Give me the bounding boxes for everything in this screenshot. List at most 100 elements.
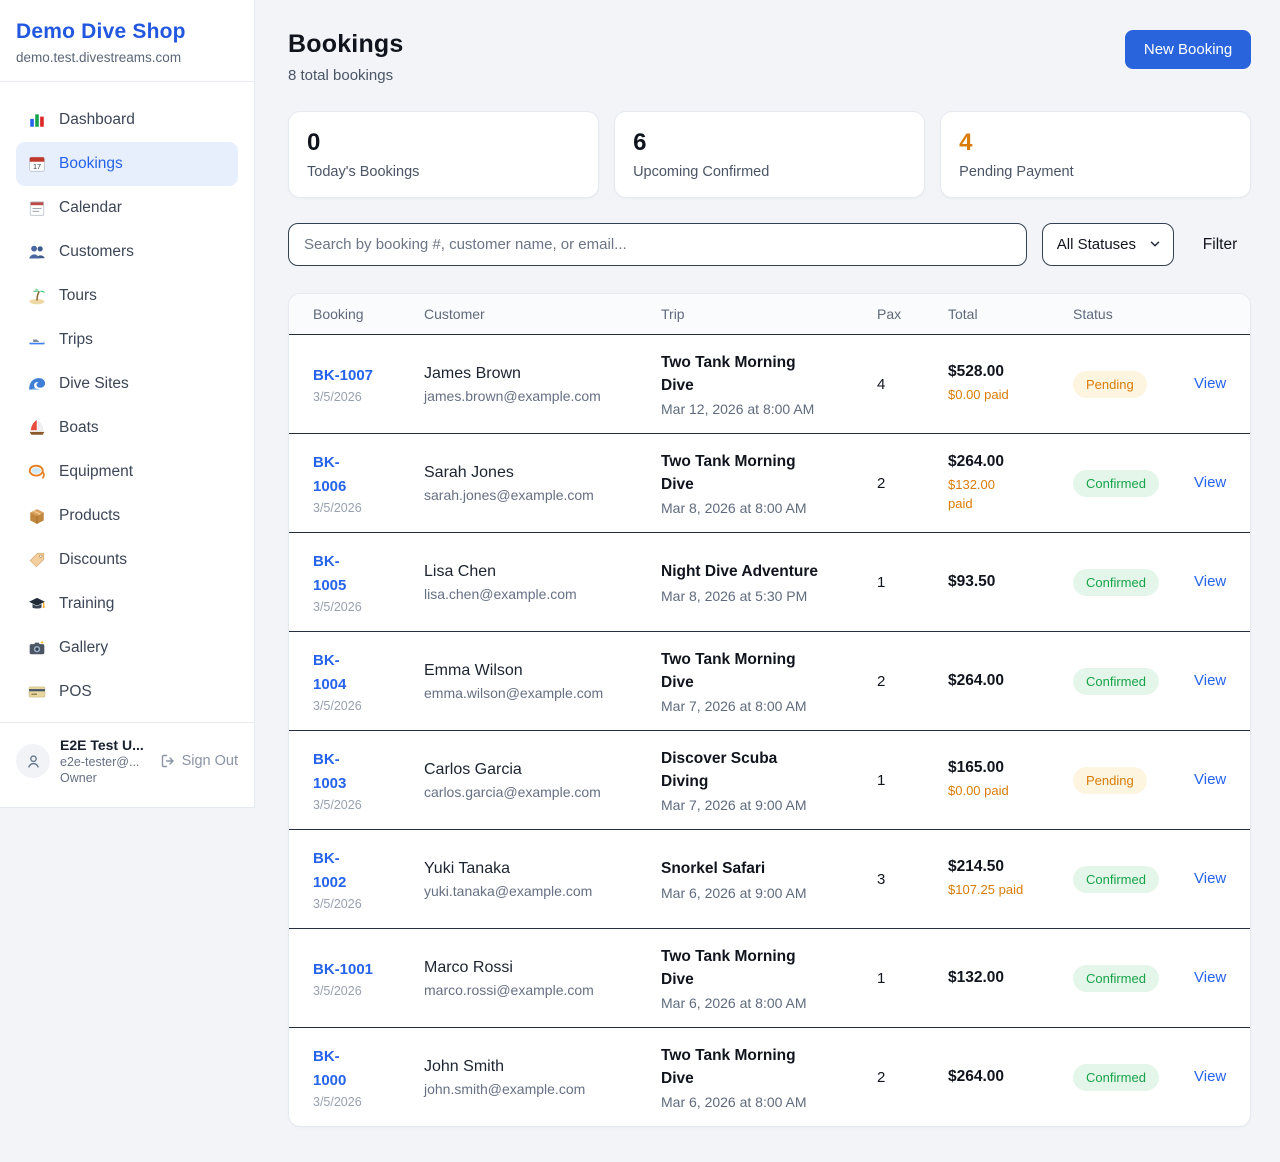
actions-cell: View: [1194, 375, 1226, 393]
customer-cell: Sarah Jones sarah.jones@example.com: [424, 464, 661, 503]
stat-value: 4: [959, 129, 973, 156]
trip-datetime: Mar 12, 2026 at 8:00 AM: [661, 401, 815, 418]
booking-id-link[interactable]: BK-1001: [313, 960, 374, 978]
status-badge: Confirmed: [1073, 865, 1159, 893]
pax-value: 2: [877, 474, 886, 492]
customer-cell: Lisa Chen lisa.chen@example.com: [424, 563, 661, 602]
gallery-icon: [28, 639, 46, 657]
booking-id-link[interactable]: BK- 1003: [313, 751, 347, 792]
view-link[interactable]: View: [1194, 870, 1227, 887]
booking-date: 3/5/2026: [313, 1094, 362, 1109]
sidebar-item-trips[interactable]: Trips: [16, 318, 238, 362]
actions-cell: View: [1194, 573, 1226, 591]
view-link[interactable]: View: [1194, 1068, 1227, 1085]
view-link[interactable]: View: [1194, 771, 1227, 788]
sidebar-item-pos[interactable]: POS: [16, 670, 238, 714]
sidebar-item-bookings[interactable]: Bookings: [16, 142, 238, 186]
customer-email: emma.wilson@example.com: [424, 684, 604, 701]
booking-cell: BK- 1006 3/5/2026: [313, 451, 424, 515]
trips-icon: [28, 331, 46, 349]
view-link[interactable]: View: [1194, 375, 1227, 392]
trip-datetime: Mar 7, 2026 at 9:00 AM: [661, 797, 807, 814]
avatar: [16, 744, 50, 778]
total-cell: $264.00: [948, 672, 1073, 690]
sidebar-item-training[interactable]: Training: [16, 582, 238, 626]
customer-email: james.brown@example.com: [424, 387, 601, 404]
booking-id-link[interactable]: BK- 1002: [313, 850, 347, 891]
logout-icon: [160, 753, 176, 769]
sidebar-item-dashboard[interactable]: Dashboard: [16, 98, 238, 142]
sidebar-item-boats[interactable]: Boats: [16, 406, 238, 450]
sign-out-button[interactable]: Sign Out: [160, 753, 238, 769]
tours-icon: [28, 287, 46, 305]
booking-date: 3/5/2026: [313, 599, 362, 614]
sidebar-item-equipment[interactable]: Equipment: [16, 450, 238, 494]
customer-email: lisa.chen@example.com: [424, 585, 577, 602]
customers-icon: [28, 243, 46, 261]
table-row: BK- 1006 3/5/2026 Sarah Jones sarah.jone…: [289, 433, 1251, 532]
total-amount: $165.00: [948, 759, 1005, 777]
status-cell: Confirmed: [1073, 1063, 1194, 1091]
status-badge: Confirmed: [1073, 667, 1159, 695]
sidebar-item-label: Trips: [59, 331, 93, 348]
column-header-total: Total: [948, 306, 978, 322]
trip-name: Discover Scuba Diving: [661, 749, 778, 790]
search-input[interactable]: [288, 223, 1027, 266]
status-cell: Confirmed: [1073, 964, 1194, 992]
trip-cell: Snorkel Safari Mar 6, 2026 at 9:00 AM: [661, 857, 877, 900]
view-link[interactable]: View: [1194, 672, 1227, 689]
booking-id-link[interactable]: BK- 1006: [313, 454, 347, 495]
trip-name: Night Dive Adventure: [661, 563, 819, 581]
sidebar-item-customers[interactable]: Customers: [16, 230, 238, 274]
booking-id-link[interactable]: BK- 1005: [313, 553, 347, 594]
total-amount: $93.50: [948, 573, 996, 590]
status-badge: Pending: [1073, 370, 1147, 398]
sidebar-item-dive-sites[interactable]: Dive Sites: [16, 362, 238, 406]
new-booking-button[interactable]: New Booking: [1124, 30, 1252, 69]
trip-cell: Two Tank Morning Dive Mar 6, 2026 at 8:0…: [661, 945, 877, 1012]
status-select[interactable]: All Statuses: [1041, 223, 1174, 266]
stat-value: 6: [633, 129, 647, 156]
customer-name: Marco Rossi: [424, 958, 513, 976]
total-cell: $93.50: [948, 573, 1073, 591]
booking-cell: BK- 1003 3/5/2026: [313, 748, 424, 812]
sidebar-item-label: POS: [59, 683, 92, 700]
booking-id-link[interactable]: BK- 1004: [313, 652, 347, 693]
table-row: BK- 1000 3/5/2026 John Smith john.smith@…: [289, 1027, 1251, 1126]
customer-cell: James Brown james.brown@example.com: [424, 365, 661, 404]
customer-email: john.smith@example.com: [424, 1080, 586, 1097]
trip-name: Two Tank Morning Dive: [661, 353, 796, 394]
booking-id-link[interactable]: BK-1007: [313, 366, 374, 384]
trip-name: Two Tank Morning Dive: [661, 947, 796, 988]
booking-id-link[interactable]: BK- 1000: [313, 1048, 347, 1089]
actions-cell: View: [1194, 1068, 1226, 1086]
customer-name: Yuki Tanaka: [424, 859, 510, 877]
sidebar-item-label: Tours: [59, 287, 97, 304]
view-link[interactable]: View: [1194, 969, 1227, 986]
stat-card: 0 Today's Bookings: [288, 111, 600, 198]
status-cell: Pending: [1073, 370, 1194, 398]
calendar-icon: [28, 199, 46, 217]
sidebar-item-products[interactable]: Products: [16, 494, 238, 538]
sidebar-item-calendar[interactable]: Calendar: [16, 186, 238, 230]
total-cell: $264.00 $132.00 paid: [948, 453, 1073, 514]
customer-email: sarah.jones@example.com: [424, 486, 594, 503]
sidebar-item-tours[interactable]: Tours: [16, 274, 238, 318]
status-cell: Pending: [1073, 766, 1194, 794]
stat-label: Pending Payment: [959, 164, 1074, 180]
view-link[interactable]: View: [1194, 474, 1227, 491]
trip-datetime: Mar 8, 2026 at 8:00 AM: [661, 500, 807, 517]
stat-label: Today's Bookings: [307, 164, 420, 180]
stat-value: 0: [307, 129, 321, 156]
customer-name: Lisa Chen: [424, 562, 497, 580]
total-amount: $264.00: [948, 452, 1005, 470]
filter-button[interactable]: Filter: [1189, 236, 1251, 254]
page-title: Bookings: [288, 30, 404, 58]
sidebar-item-discounts[interactable]: Discounts: [16, 538, 238, 582]
total-cell: $214.50 $107.25 paid: [948, 858, 1073, 900]
customer-name: Emma Wilson: [424, 661, 523, 679]
customer-cell: Marco Rossi marco.rossi@example.com: [424, 959, 661, 998]
sidebar-item-gallery[interactable]: Gallery: [16, 626, 238, 670]
paid-amount: $0.00 paid: [948, 783, 1009, 799]
view-link[interactable]: View: [1194, 573, 1227, 590]
